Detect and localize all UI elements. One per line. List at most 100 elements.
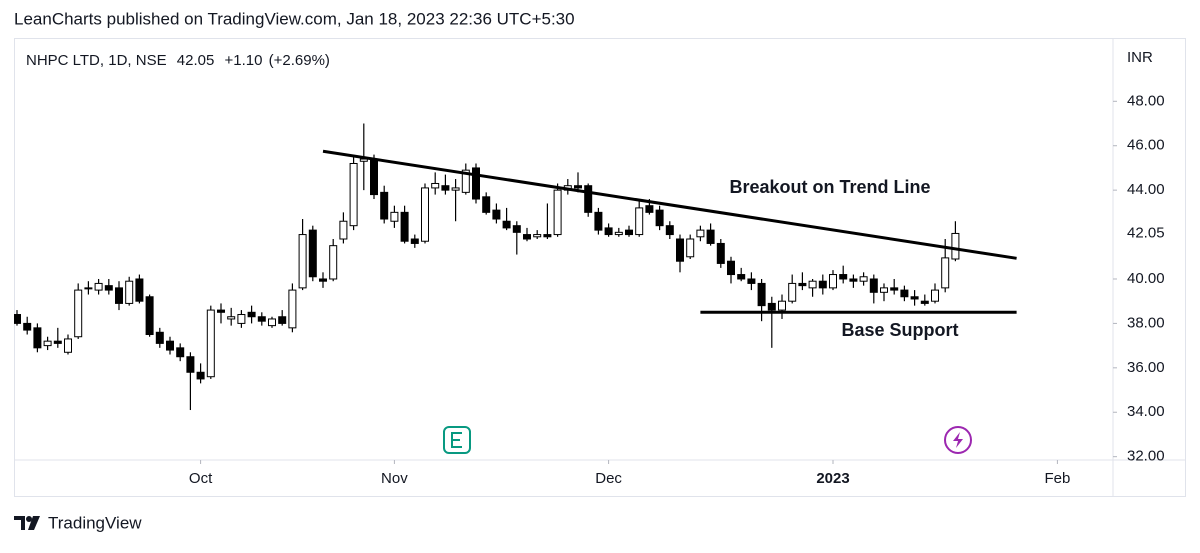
candle-body bbox=[533, 234, 542, 238]
candle-body bbox=[757, 282, 766, 307]
x-tick-label: Dec bbox=[595, 470, 622, 487]
candle-body bbox=[747, 278, 756, 284]
candle-body bbox=[390, 211, 399, 222]
candle-body bbox=[798, 282, 807, 287]
candle-body bbox=[104, 285, 113, 291]
last-price-label: 42.05 bbox=[1127, 224, 1165, 241]
plot-area bbox=[14, 123, 1017, 411]
candle-body bbox=[788, 282, 797, 302]
candle-body bbox=[53, 340, 62, 344]
candle-body bbox=[706, 229, 715, 244]
candle-body bbox=[696, 229, 705, 238]
candle-body bbox=[890, 287, 899, 291]
candle-body bbox=[665, 225, 674, 236]
candle-body bbox=[23, 322, 32, 331]
candle-body bbox=[155, 331, 164, 344]
candle-body bbox=[869, 278, 878, 293]
candle-body bbox=[614, 231, 623, 236]
candle-body bbox=[84, 287, 93, 290]
candle-body bbox=[808, 280, 817, 289]
candle-body bbox=[482, 196, 491, 213]
candle-body bbox=[543, 234, 552, 238]
y-tick-label: 44.00 bbox=[1127, 181, 1165, 198]
trend-line bbox=[322, 149, 1017, 260]
footer: TradingView bbox=[48, 513, 142, 532]
change: +1.10 bbox=[224, 52, 262, 69]
candle-body bbox=[237, 314, 246, 324]
last-price: 42.05 bbox=[177, 52, 215, 69]
candle-body bbox=[441, 185, 450, 191]
candle-body bbox=[431, 182, 440, 189]
candle-body bbox=[676, 238, 684, 262]
candle-body bbox=[421, 187, 429, 242]
candle-body bbox=[574, 185, 582, 189]
x-tick-label: Nov bbox=[381, 470, 408, 487]
header: LeanCharts published on TradingView.com,… bbox=[14, 9, 575, 28]
candle-body bbox=[268, 318, 276, 327]
symbol: NHPC LTD, 1D, NSE bbox=[26, 52, 167, 69]
x-tick-label: Feb bbox=[1044, 470, 1070, 487]
candle-body bbox=[767, 302, 776, 311]
candle-body bbox=[43, 340, 52, 347]
candle-body bbox=[74, 289, 83, 338]
candle-body bbox=[859, 276, 868, 282]
candle-body bbox=[951, 232, 960, 260]
candle-body bbox=[115, 287, 123, 304]
candle-body bbox=[247, 311, 256, 318]
candle-body bbox=[64, 338, 72, 353]
y-tick-label: 40.00 bbox=[1127, 270, 1165, 287]
candle-body bbox=[778, 300, 786, 311]
candle-body bbox=[288, 289, 297, 329]
candle-body bbox=[727, 260, 735, 276]
candle-body bbox=[829, 274, 837, 289]
y-tick-label: 32.00 bbox=[1127, 448, 1165, 465]
candle-body bbox=[818, 280, 827, 289]
candle-body bbox=[523, 234, 531, 240]
candle-body bbox=[33, 327, 42, 349]
candle-body bbox=[625, 229, 633, 236]
candle-body bbox=[227, 316, 236, 320]
y-unit: INR bbox=[1127, 49, 1153, 66]
x-tick-label: 2023 bbox=[816, 470, 849, 487]
candle-body bbox=[135, 278, 144, 302]
candle-body bbox=[839, 274, 848, 280]
candle-body bbox=[584, 185, 593, 213]
candle-body bbox=[308, 229, 317, 278]
candle-body bbox=[298, 234, 307, 289]
candle-body bbox=[329, 245, 338, 280]
candle-body bbox=[410, 238, 419, 244]
candle-body bbox=[716, 242, 725, 264]
change-percent: (+2.69%) bbox=[269, 52, 330, 69]
candle-body bbox=[931, 289, 939, 302]
candle-body bbox=[186, 356, 195, 373]
candle-body bbox=[686, 238, 695, 258]
candle-body bbox=[217, 309, 225, 313]
candle-body bbox=[472, 167, 480, 200]
candle-body bbox=[319, 278, 327, 282]
candle-body bbox=[400, 211, 409, 242]
candle-body bbox=[257, 316, 266, 322]
candle-body bbox=[880, 287, 888, 293]
candle-body bbox=[278, 316, 287, 324]
y-tick-label: 34.00 bbox=[1127, 403, 1165, 420]
candle-body bbox=[849, 278, 858, 282]
candle-body bbox=[370, 158, 378, 196]
candle-body bbox=[910, 296, 919, 300]
candle-body bbox=[196, 371, 205, 380]
candle-body bbox=[512, 225, 521, 233]
annotation: Breakout on Trend Line bbox=[729, 177, 930, 197]
candle-body bbox=[145, 296, 154, 336]
candle-body bbox=[349, 162, 358, 227]
candle-body bbox=[941, 257, 950, 289]
split-icon bbox=[944, 426, 972, 454]
candle-body bbox=[461, 169, 470, 193]
footer-logo bbox=[14, 516, 40, 530]
legend: NHPC LTD, 1D, NSE 42.05 +1.10 (+2.69%) bbox=[26, 52, 330, 69]
candle-body bbox=[645, 205, 654, 213]
y-tick-label: 36.00 bbox=[1127, 359, 1165, 376]
y-tick-label: 46.00 bbox=[1127, 137, 1165, 154]
annotation: Base Support bbox=[841, 320, 958, 340]
candle-body bbox=[339, 220, 348, 240]
